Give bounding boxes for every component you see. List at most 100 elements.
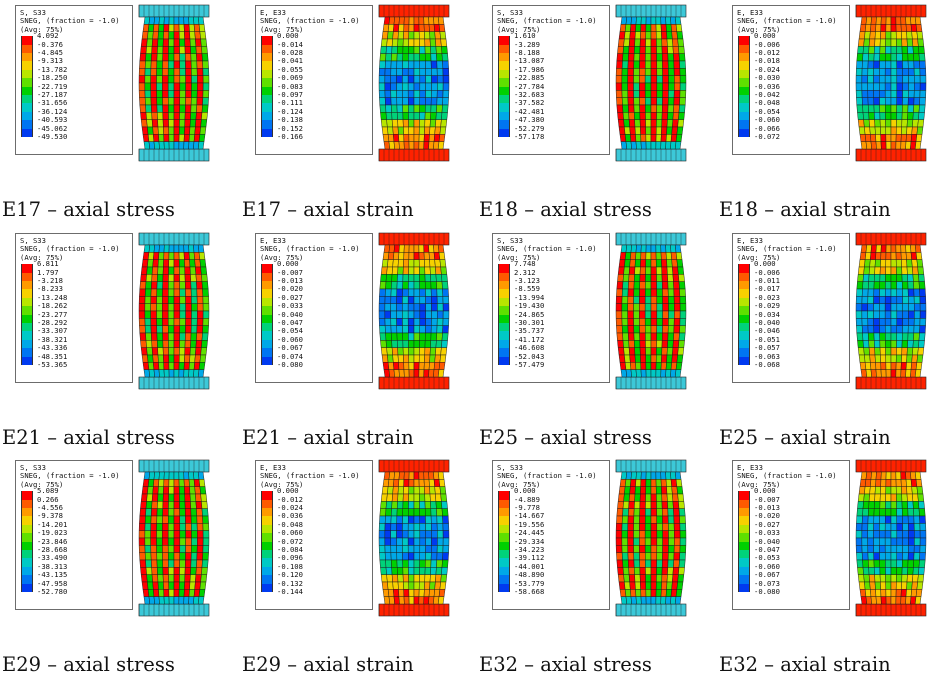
legend-value: -14.667 xyxy=(514,511,545,521)
legend-color-swatch xyxy=(498,86,510,96)
specimen-mesh xyxy=(138,471,210,605)
legend-header-line: E, E33 xyxy=(737,236,763,245)
legend-value: -0.108 xyxy=(277,561,303,571)
legend-row: -0.166 xyxy=(260,132,372,145)
legend-value: -0.030 xyxy=(754,73,780,83)
specimen-bottom-cap xyxy=(138,603,210,617)
legend-color-swatch xyxy=(261,516,273,525)
legend-color-swatch xyxy=(261,94,273,104)
legend-color-swatch xyxy=(21,306,33,315)
specimen-contour-plot xyxy=(855,4,927,162)
legend-row: 0.000 xyxy=(737,486,849,500)
legend-row: -0.013 xyxy=(260,276,372,290)
legend-header-line: (Avg: 75%) xyxy=(20,252,64,262)
legend-row: -18.262 xyxy=(20,301,132,315)
legend-value: -0.047 xyxy=(277,317,303,327)
panel-caption: E25 – axial strain xyxy=(719,426,891,449)
legend-value: -0.055 xyxy=(277,64,303,74)
panel-caption: E17 – axial stress xyxy=(2,198,175,221)
legend-value: -0.053 xyxy=(754,553,780,563)
legend-row: -0.018 xyxy=(737,56,849,70)
legend-color-swatch xyxy=(738,339,750,349)
legend-color-swatch xyxy=(21,583,33,593)
specimen-contour-plot xyxy=(855,232,927,390)
legend-header-line: S, S33 xyxy=(497,8,523,17)
legend-row: -0.060 xyxy=(260,335,372,349)
legend-color-swatch xyxy=(498,533,510,542)
legend-color-swatch xyxy=(21,297,33,307)
legend-value: -0.080 xyxy=(277,359,303,369)
legend-row: -44.001 xyxy=(497,562,609,576)
specimen-contour-plot xyxy=(138,232,210,390)
legend-header-line: SNEG, (fraction = -1.0) xyxy=(737,471,837,481)
legend-color-swatch xyxy=(21,69,33,79)
legend-color-swatch xyxy=(21,103,33,112)
legend-color-swatch xyxy=(498,348,510,357)
legend-value: -0.067 xyxy=(754,570,780,580)
specimen-top-cap xyxy=(378,459,450,473)
legend-value: -0.072 xyxy=(277,536,303,546)
legend-row: -58.668 xyxy=(497,587,609,600)
contour-legend: S, S33 SNEG, (fraction = -1.0) (Avg: 75%) 5… xyxy=(15,460,133,610)
legend-color-swatch xyxy=(261,111,273,121)
legend-row: -0.047 xyxy=(737,545,849,559)
legend-value: -0.067 xyxy=(277,343,303,353)
legend-header-line: (Avg: 75%) xyxy=(260,252,304,262)
specimen-contour-plot xyxy=(855,459,927,617)
legend-row: -46.608 xyxy=(497,343,609,357)
legend-value: -57.479 xyxy=(514,359,545,369)
legend-scale: 4.092 -0.376 -4.845 -9.313 -13.782 -18.250 -22… xyxy=(20,31,132,145)
legend-color-swatch xyxy=(261,322,273,332)
legend-header-line: SNEG, (fraction = -1.0) xyxy=(260,471,360,481)
legend-value: -33.490 xyxy=(37,553,68,563)
legend-header-line: (Avg: 75%) xyxy=(737,479,781,489)
legend-color-swatch xyxy=(261,356,273,366)
legend-value: -13.782 xyxy=(37,64,68,74)
legend-value: -0.013 xyxy=(277,276,303,285)
legend-color-swatch xyxy=(21,558,33,567)
legend-value: -23.277 xyxy=(37,309,68,319)
legend-color-swatch xyxy=(498,36,510,45)
legend-value: -8.559 xyxy=(514,284,540,294)
legend-row: -35.737 xyxy=(497,326,609,340)
legend-row: -33.307 xyxy=(20,326,132,340)
legend-color-swatch xyxy=(498,583,510,593)
legend-header-line: SNEG, (fraction = -1.0) xyxy=(20,244,120,254)
legend-color-swatch xyxy=(261,69,273,79)
specimen-top-cap xyxy=(378,232,450,246)
legend-value: 6.811 xyxy=(37,259,59,269)
legend-value: -0.027 xyxy=(754,519,780,529)
legend-scale: 0.000 -0.006 -0.011 -0.017 -0.023 -0.029 -0.03… xyxy=(737,259,849,373)
legend-color-swatch xyxy=(261,289,273,298)
legend-color-swatch xyxy=(738,499,750,509)
legend-color-swatch xyxy=(738,533,750,542)
legend-value: 0.000 xyxy=(754,31,776,41)
legend-color-swatch xyxy=(261,128,273,138)
legend-row: -8.188 xyxy=(497,48,609,62)
legend-row: -0.111 xyxy=(260,98,372,112)
legend-color-swatch xyxy=(261,61,273,70)
legend-color-swatch xyxy=(21,78,33,87)
legend-color-swatch xyxy=(261,549,273,559)
legend-color-swatch xyxy=(738,120,750,129)
legend-value: -17.986 xyxy=(514,64,545,74)
legend-color-swatch xyxy=(21,314,33,324)
legend-row: -38.313 xyxy=(20,562,132,576)
legend-value: -31.656 xyxy=(37,98,68,108)
legend-scale: 0.000 -0.014 -0.028 -0.041 -0.055 -0.069 -0.08… xyxy=(260,31,372,145)
legend-row: -9.778 xyxy=(497,503,609,517)
legend-color-swatch xyxy=(498,356,510,366)
legend-row: -24.445 xyxy=(497,528,609,542)
legend-value: -0.376 xyxy=(37,39,63,49)
legend-color-swatch xyxy=(738,322,750,332)
legend-color-swatch xyxy=(498,103,510,112)
specimen-mesh xyxy=(855,16,927,150)
legend-color-swatch xyxy=(738,297,750,307)
legend-color-swatch xyxy=(261,348,273,357)
legend-color-swatch xyxy=(21,111,33,121)
legend-row: -0.027 xyxy=(737,520,849,534)
legend-color-swatch xyxy=(738,356,750,366)
legend-row: -0.048 xyxy=(737,98,849,112)
legend-value: -27.187 xyxy=(37,89,68,99)
legend-row: -0.020 xyxy=(260,284,372,298)
